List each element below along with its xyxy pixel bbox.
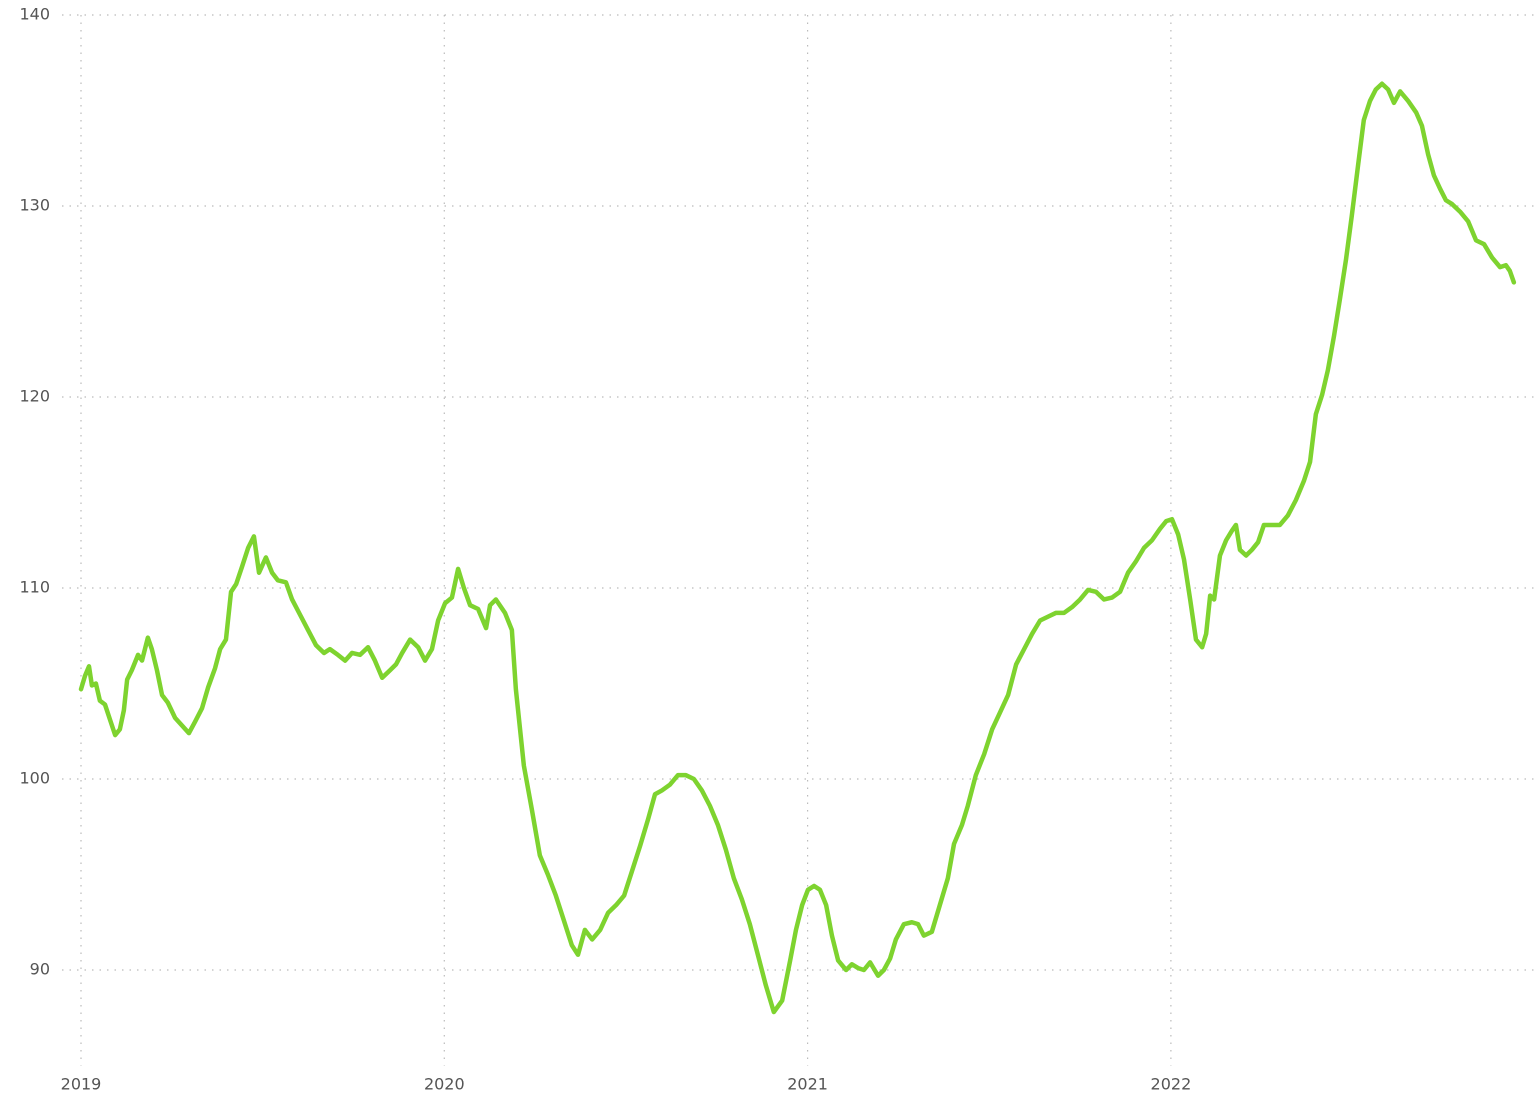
y-tick-label: 140 xyxy=(19,5,50,24)
x-tick-label: 2019 xyxy=(61,1075,102,1094)
data-line xyxy=(78,81,1517,1015)
y-tick-label: 90 xyxy=(30,960,50,979)
y-tick-label: 110 xyxy=(19,578,50,597)
x-tick-label: 2020 xyxy=(424,1075,465,1094)
y-tick-label: 130 xyxy=(19,196,50,215)
x-tick-label: 2021 xyxy=(787,1075,828,1094)
x-tick-label: 2022 xyxy=(1151,1075,1192,1094)
y-tick-label: 100 xyxy=(19,769,50,788)
y-tick-label: 120 xyxy=(19,387,50,406)
